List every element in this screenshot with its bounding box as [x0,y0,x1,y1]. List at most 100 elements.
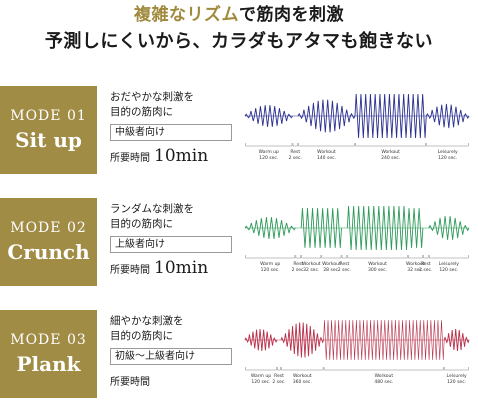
segment-bracket [341,255,348,259]
wave-trace [300,208,322,248]
wave-trace [297,99,356,133]
segment-bracket [295,255,301,259]
segment-name: Workout [322,261,341,267]
desc-line1: おだやかな刺激を [110,91,194,103]
segment-name: Workout [406,261,425,267]
wave-trace [323,320,445,360]
duration-label: 所要時間 [110,377,150,388]
segment-time: 480 sec. [374,379,393,385]
segment-time: 120 sec. [259,155,278,161]
wave-trace [280,322,324,358]
wave-trace [407,208,424,248]
segment-name: Workout [293,373,312,379]
desc-line2: 目的の筋肉に [110,218,173,230]
mode-name: Sit up [15,128,82,152]
mode-number: MODE 01 [10,108,87,124]
segment-bracket [298,143,355,147]
headline-line1-rest: で筋肉を刺激 [239,5,344,25]
mode-card-plank: MODE 03 Plank 細やかな刺激を 目的の筋肉に 初級～上級者向け 所要… [0,310,478,398]
segment-bracket [426,143,469,147]
level-tag: 中級者向け [110,124,232,141]
level-tag: 上級者向け [110,236,232,253]
segment-name: Workout [302,261,321,267]
wave-trace [354,93,427,139]
wave-trace [428,216,470,240]
mode-number: MODE 02 [10,220,87,236]
duration: 所要時間 [110,370,238,390]
duration: 所要時間 10min [110,258,238,278]
mode-card-crunch: MODE 02 Crunch ランダムな刺激を 目的の筋肉に 上級者向け 所要時… [0,198,478,286]
wave-trace [443,328,470,352]
segment-name: Rest [290,149,300,155]
mode-name: Plank [16,352,81,376]
segment-name: Rest [293,261,303,267]
mode-badge: MODE 03 Plank [0,310,97,398]
segment-bracket [281,367,324,371]
segment-time: 2 sec. [419,267,432,273]
mode-badge: MODE 02 Crunch [0,198,97,286]
duration-label: 所要時間 [110,265,150,276]
segment-name: Workout [381,149,400,155]
segment-time: 120 sec. [439,267,458,273]
segment-name: Workout [375,373,394,379]
level-tag: 初級～上級者向け [110,348,232,365]
segment-bracket [347,255,408,259]
segment-bracket [444,367,469,371]
segment-time: 2 sec. [292,267,305,273]
wave-trace [346,205,409,251]
segment-name: Warm up [260,261,280,267]
wave-trace [320,208,342,248]
segment-bracket [245,367,277,371]
segment-bracket [245,255,296,259]
segment-bracket [323,367,444,371]
mode-description: ランダムな刺激を 目的の筋肉に 上級者向け 所要時間 10min [110,202,238,278]
segment-time: 120 sec. [261,267,280,273]
segment-time: 32 sec. [407,267,423,273]
segment-time: 300 sec. [368,267,387,273]
segment-bracket [321,255,342,259]
mode-name: Crunch [7,240,90,264]
headline-line1: 複雑なリズムで筋肉を刺激 [0,4,478,26]
segment-bracket [423,255,429,259]
wave-trace [244,217,296,239]
segment-name: Rest [339,261,349,267]
desc-line2: 目的の筋肉に [110,330,173,342]
duration-value: 10min [154,258,209,278]
mode-card-sit-up: MODE 01 Sit up おだやかな刺激を 目的の筋肉に 中級者向け 所要時… [0,86,478,174]
wave-trace [425,103,470,129]
segment-time: 2 sec. [338,267,351,273]
segment-time: 2 sec. [272,379,285,385]
segment-bracket [245,143,293,147]
segment-bracket [408,255,423,259]
desc-line2: 目的の筋肉に [110,106,173,118]
segment-time: 120 sec. [447,379,466,385]
segment-bracket [292,143,298,147]
headline-accent: 複雑なリズム [134,5,239,25]
headline: 複雑なリズムで筋肉を刺激 予測しにくいから、カラダもアタマも飽きない [0,4,478,54]
mode-number: MODE 03 [10,332,87,348]
segment-time: 360 sec. [293,379,312,385]
segment-name: Leisurely [438,149,458,155]
mode-badge: MODE 01 Sit up [0,86,97,174]
segment-bracket [277,367,281,371]
